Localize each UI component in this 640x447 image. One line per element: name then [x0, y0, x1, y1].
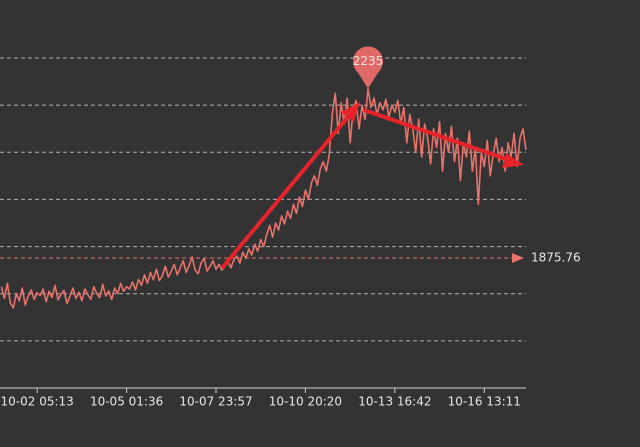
x-tick-label: 10-10 20:20 [269, 395, 342, 409]
annotation-arrows [220, 102, 524, 270]
arrow-head [341, 102, 360, 122]
x-tick-label: 10-02 05:13 [1, 395, 74, 409]
max-pin [353, 46, 384, 89]
average-arrow [512, 252, 524, 263]
x-tick-label: 10-07 23:57 [179, 395, 252, 409]
x-tick-label: 10-05 01:36 [90, 395, 163, 409]
x-tick-label: 10-16 13:11 [448, 395, 521, 409]
average-label: 1875.76 [531, 250, 581, 264]
arrow-line [220, 110, 354, 270]
arrow-line [363, 108, 513, 163]
arrow-head [502, 153, 524, 168]
x-tick-label: 10-13 16:42 [358, 395, 431, 409]
max-label: 2235 [353, 54, 384, 68]
data-line [0, 87, 527, 309]
